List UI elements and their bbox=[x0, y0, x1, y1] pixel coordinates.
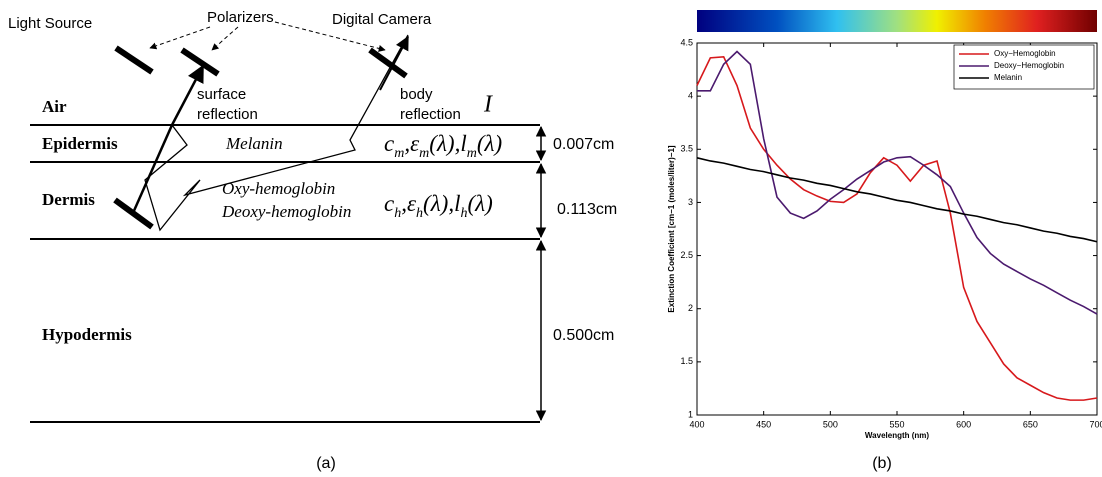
legend-box bbox=[953, 44, 1095, 90]
formula-part: h bbox=[460, 206, 467, 221]
y-tick-label: 2.5 bbox=[680, 250, 693, 260]
layer-content: Melanin bbox=[225, 134, 283, 153]
formula-part: (λ),l bbox=[429, 131, 466, 156]
legend-label: Deoxy−Hemoglobin bbox=[994, 61, 1064, 70]
formula-part: (λ),l bbox=[423, 191, 460, 216]
x-tick-label: 400 bbox=[689, 419, 704, 429]
y-tick-label: 1 bbox=[688, 409, 693, 419]
formula-part: c bbox=[384, 191, 394, 216]
formula-part: m bbox=[394, 146, 404, 161]
x-tick-label: 700 bbox=[1089, 419, 1102, 429]
y-tick-label: 1.5 bbox=[680, 356, 693, 366]
light-source bbox=[113, 197, 154, 230]
formula-part: ,ε bbox=[404, 131, 420, 156]
polarizer bbox=[180, 47, 220, 77]
dashed-arrow bbox=[149, 26, 211, 50]
layer-content: Oxy-hemoglobin bbox=[222, 179, 335, 198]
y-tick-label: 3.5 bbox=[680, 144, 693, 154]
polarizer bbox=[114, 45, 154, 75]
label: Polarizers bbox=[207, 9, 274, 26]
label: Digital Camera bbox=[332, 11, 432, 28]
x-tick-label: 600 bbox=[956, 419, 971, 429]
label: body bbox=[400, 86, 433, 103]
layer-name: Hypodermis bbox=[42, 325, 132, 344]
colorbar bbox=[697, 10, 1097, 32]
polarizer bbox=[368, 47, 408, 79]
layer-name: Dermis bbox=[42, 190, 95, 209]
x-tick-label: 450 bbox=[756, 419, 771, 429]
line bbox=[697, 50, 1098, 315]
formula-part: m bbox=[467, 146, 477, 161]
dashed-arrow bbox=[274, 21, 386, 52]
formula-part: (λ) bbox=[467, 191, 492, 216]
line bbox=[696, 157, 1098, 243]
formula: ch,εh(λ),lh(λ) bbox=[384, 191, 493, 220]
caption: (a) bbox=[316, 455, 336, 472]
label: reflection bbox=[197, 106, 258, 123]
y-tick-label: 3 bbox=[688, 197, 693, 207]
caption: (b) bbox=[872, 455, 892, 472]
x-tick-label: 650 bbox=[1023, 419, 1038, 429]
formula-part: (λ) bbox=[477, 131, 502, 156]
legend-label: Melanin bbox=[994, 73, 1022, 82]
legend-label: Oxy−Hemoglobin bbox=[994, 49, 1056, 58]
formula: cm,εm(λ),lm(λ) bbox=[384, 131, 502, 160]
surface-ray bbox=[170, 64, 205, 126]
formula-part: h bbox=[416, 206, 423, 221]
diagram bbox=[30, 21, 547, 423]
chart: 400 450 500 550 600 650 700 1 1.5 2 2.5 3 3.5 4 4.5 Wav… bbox=[667, 37, 1102, 440]
thickness: 0.500cm bbox=[553, 327, 614, 344]
label: reflection bbox=[400, 106, 461, 123]
layer-name: Epidermis bbox=[42, 134, 118, 153]
thickness: 0.007cm bbox=[553, 136, 614, 153]
line bbox=[696, 55, 1098, 401]
camera-arrow bbox=[379, 35, 409, 91]
x-axis-label: Wavelength (nm) bbox=[865, 431, 929, 440]
y-axis-label: Extinction Coefficient [cm−1 (moles/lite… bbox=[667, 145, 676, 312]
formula-part: h bbox=[394, 206, 401, 221]
incident-ray bbox=[131, 124, 174, 214]
formula-part: m bbox=[419, 146, 429, 161]
dashed-arrow bbox=[211, 26, 239, 51]
diagram-labels: Light Source Polarizers Digital Camera s… bbox=[8, 9, 892, 472]
body-ray bbox=[144, 34, 409, 232]
y-tick-label: 2 bbox=[688, 303, 693, 313]
y-tick-label: 4 bbox=[688, 91, 693, 101]
formula-part: ,ε bbox=[401, 191, 417, 216]
formula-part: c bbox=[384, 131, 394, 156]
layer-name: Air bbox=[42, 97, 67, 116]
thickness: 0.113cm bbox=[557, 201, 617, 218]
label: Light Source bbox=[8, 15, 92, 32]
layer-content: Deoxy-hemoglobin bbox=[221, 202, 351, 221]
x-tick-label: 550 bbox=[889, 419, 904, 429]
x-tick-label: 500 bbox=[823, 419, 838, 429]
label: I bbox=[483, 92, 493, 118]
label: surface bbox=[197, 86, 246, 103]
y-tick-label: 4.5 bbox=[680, 37, 693, 47]
